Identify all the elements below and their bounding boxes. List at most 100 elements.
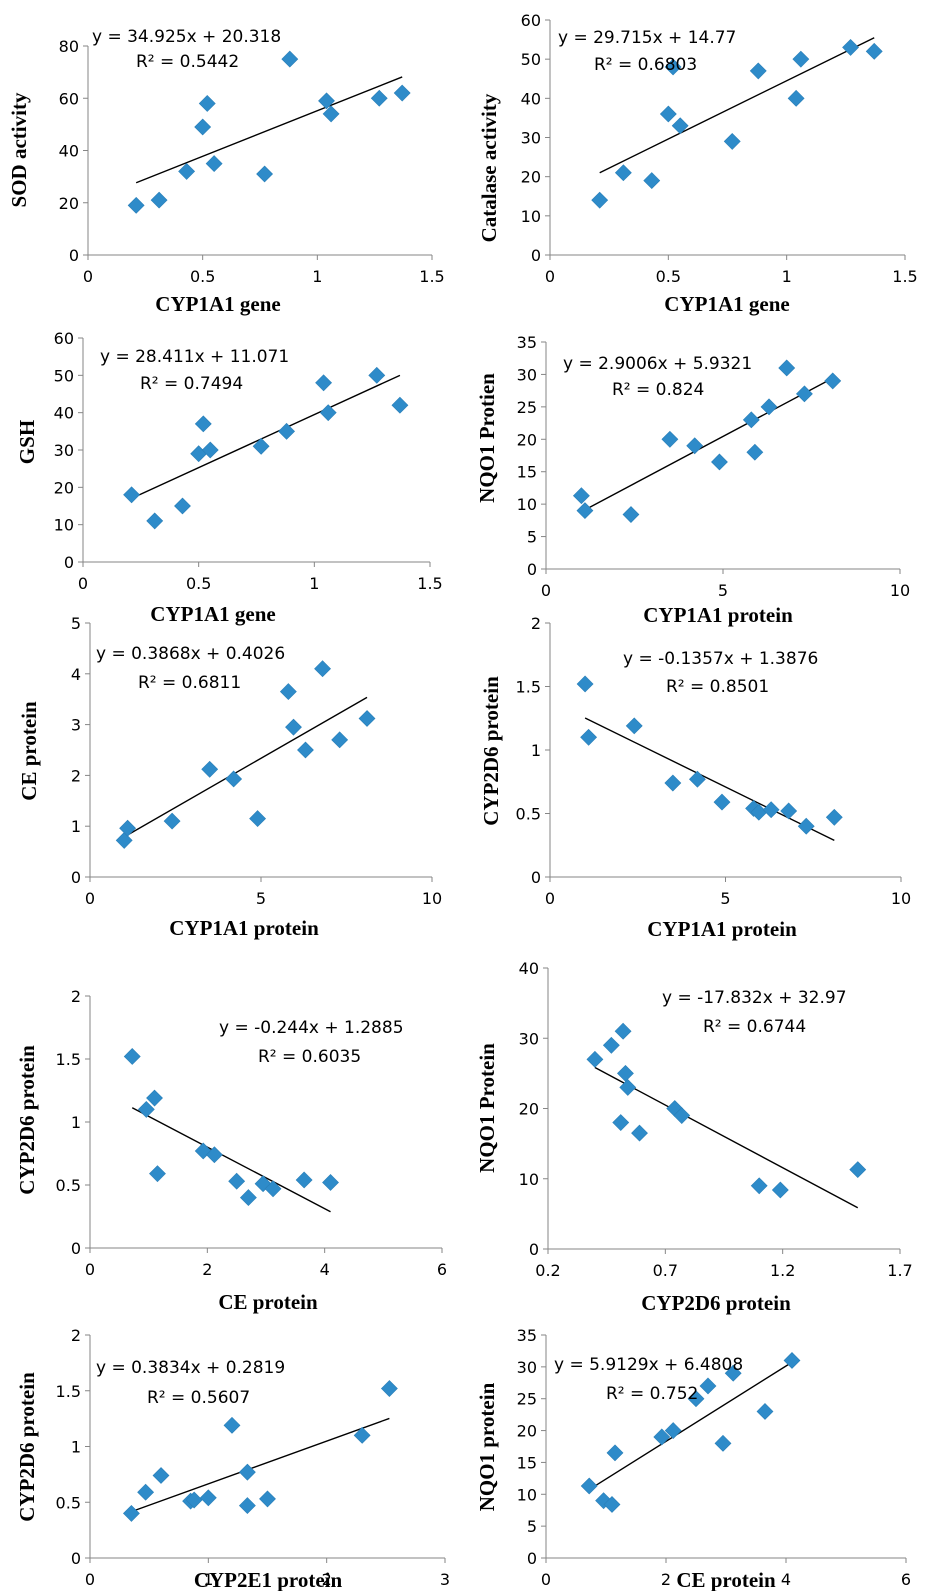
- y-tick-label: 30: [517, 365, 537, 384]
- y-axis-title: GSH: [15, 420, 39, 464]
- data-point: [201, 760, 219, 778]
- data-point: [687, 1390, 705, 1408]
- x-tick-label: 6: [437, 1260, 447, 1279]
- y-tick-label: 10: [517, 495, 537, 514]
- data-point: [614, 1022, 632, 1040]
- y-axis-title: CYP2D6 protein: [15, 1372, 39, 1522]
- y-tick-label: 0: [71, 868, 81, 887]
- data-point: [393, 84, 411, 102]
- data-point: [163, 812, 181, 830]
- data-point: [586, 1050, 604, 1068]
- x-tick-label: 1: [312, 267, 322, 286]
- data-point: [318, 92, 335, 110]
- data-point: [358, 710, 376, 727]
- y-axis-title: Catalase activity: [477, 93, 501, 242]
- data-point: [199, 1489, 217, 1507]
- data-point: [714, 1434, 732, 1452]
- data-point: [198, 95, 216, 112]
- x-tick-label: 2: [322, 1570, 332, 1589]
- data-point: [279, 683, 297, 701]
- x-tick-label: 0: [83, 267, 93, 286]
- y-tick-label: 15: [517, 463, 537, 482]
- data-point: [322, 105, 340, 123]
- data-point: [239, 1189, 257, 1207]
- chart-panel-5: 0 1 2 3 4 5 0 5 10 y = 0.3868x + 0.4026 R² = 0.681…: [17, 614, 442, 940]
- x-tick-label: 6: [901, 1570, 911, 1589]
- y-tick-label: 2: [71, 1326, 81, 1345]
- data-point: [572, 487, 590, 505]
- data-point: [865, 42, 883, 60]
- data-point: [194, 118, 212, 136]
- data-point: [127, 196, 145, 214]
- x-tick-label: 0: [545, 267, 555, 286]
- data-point: [780, 802, 798, 820]
- y-tick-label: 0: [64, 553, 74, 572]
- regression-equation: y = 2.9006x + 5.9321: [563, 354, 752, 374]
- data-point: [711, 453, 728, 471]
- data-point: [115, 831, 133, 849]
- x-tick-label: 2: [661, 1570, 671, 1589]
- data-point: [146, 1089, 163, 1107]
- x-tick-label: 5: [720, 889, 730, 908]
- y-axis-title: CE protein: [17, 701, 41, 801]
- data-point: [174, 497, 191, 515]
- data-point: [612, 1114, 630, 1131]
- r-squared-label: R² = 0.6803: [594, 55, 697, 75]
- y-axis-title: NQO1 Protien: [475, 373, 499, 503]
- x-tick-label: 0: [85, 1260, 95, 1279]
- chart-panel-10: 0 5 10 15 20 25 30 35 0 2 4 6 y = 5.9129x + 6.4808 R²…: [475, 1326, 911, 1591]
- x-axis-title: CYP1A1 protein: [647, 917, 797, 941]
- y-tick-label: 30: [519, 1029, 539, 1048]
- data-point: [223, 1416, 241, 1434]
- y-tick-label: 0: [527, 1549, 537, 1568]
- x-tick-label: 0.7: [653, 1261, 678, 1280]
- y-tick-label: 40: [519, 959, 539, 978]
- data-point: [576, 502, 594, 520]
- x-axis-title: CE protein: [676, 1568, 776, 1591]
- data-point: [762, 801, 780, 819]
- y-tick-label: 20: [59, 194, 79, 213]
- data-point: [631, 1124, 648, 1142]
- data-point: [353, 1426, 371, 1444]
- x-tick-label: 0: [85, 1570, 95, 1589]
- data-point: [380, 1380, 398, 1397]
- data-point: [580, 1477, 598, 1495]
- data-point: [264, 1180, 282, 1198]
- data-point: [614, 164, 632, 182]
- data-point: [178, 162, 196, 180]
- y-tick-label: 50: [54, 366, 74, 385]
- data-point: [643, 172, 661, 190]
- data-point: [137, 1100, 155, 1118]
- y-tick-label: 80: [59, 37, 79, 56]
- x-tick-label: 0: [545, 889, 555, 908]
- y-tick-label: 0: [71, 1549, 81, 1568]
- data-point: [792, 50, 810, 68]
- y-tick-label: 30: [517, 1358, 537, 1377]
- data-point: [150, 191, 168, 209]
- r-squared-label: R² = 0.824: [612, 380, 704, 400]
- data-point: [842, 38, 859, 56]
- data-point: [783, 1352, 801, 1369]
- data-point: [825, 808, 843, 826]
- y-tick-label: 1: [71, 817, 81, 836]
- y-tick-label: 40: [521, 89, 541, 108]
- regression-equation: y = 29.715x + 14.77: [558, 28, 736, 48]
- data-point: [314, 660, 331, 678]
- y-tick-label: 10: [519, 1170, 539, 1189]
- data-point: [201, 441, 219, 459]
- y-tick-label: 20: [54, 478, 74, 497]
- x-tick-label: 0: [541, 581, 551, 600]
- r-squared-label: R² = 0.5442: [136, 52, 239, 72]
- chart-panel-2: 0 10 20 30 40 50 60 0 0.5 1 1.5 y = 29.715x + 14.77…: [477, 11, 918, 316]
- data-point: [664, 1422, 682, 1439]
- x-tick-label: 0: [78, 574, 88, 593]
- data-point: [724, 1364, 742, 1382]
- y-tick-label: 5: [527, 528, 537, 547]
- x-tick-label: 1.5: [892, 267, 917, 286]
- x-tick-label: 1.5: [417, 574, 442, 593]
- data-point: [591, 191, 609, 209]
- x-axis-title: CE protein: [218, 1290, 318, 1314]
- y-tick-label: 0.5: [56, 1176, 81, 1195]
- x-tick-label: 0: [541, 1570, 551, 1589]
- data-point: [281, 50, 299, 68]
